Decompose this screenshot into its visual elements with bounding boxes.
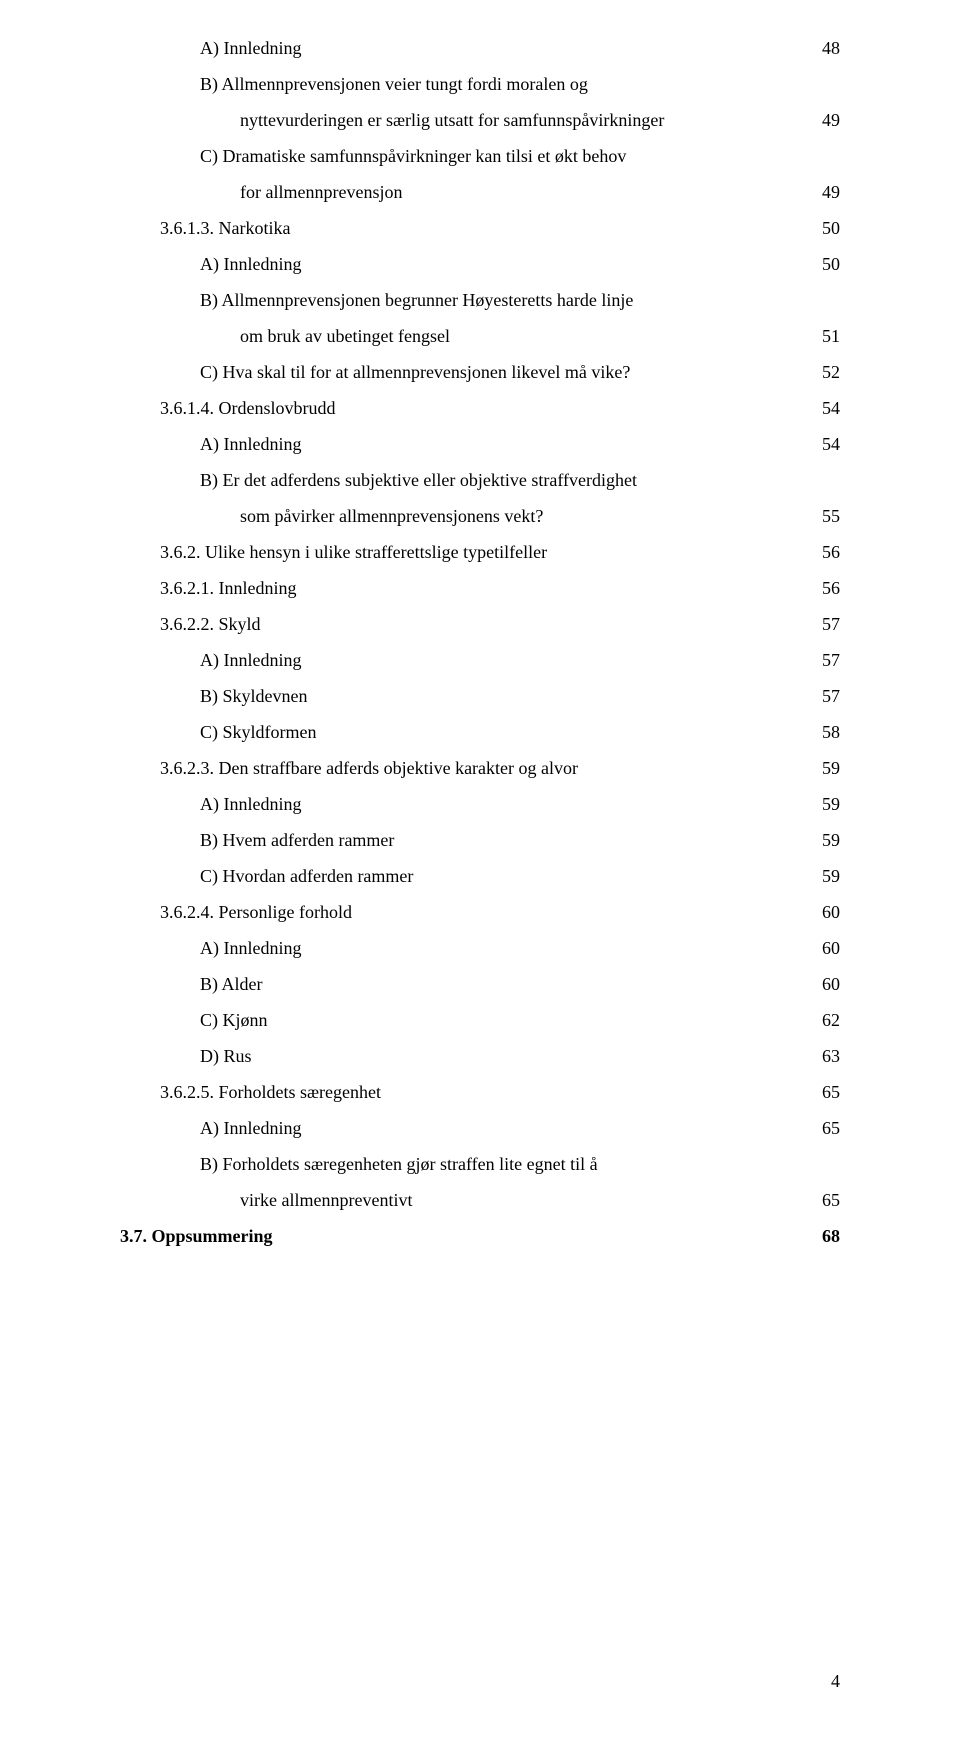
toc-entry: som påvirker allmennprevensjonens vekt? 5…	[120, 498, 840, 534]
toc-label: virke allmennpreventivt	[240, 1182, 412, 1218]
toc-page: 59	[822, 822, 840, 858]
toc-page: 65	[822, 1110, 840, 1146]
toc-label: 3.6.1.3. Narkotika	[160, 210, 290, 246]
toc-page: 56	[822, 570, 840, 606]
toc-entry: for allmennprevensjon 49	[120, 174, 840, 210]
toc-entry: A) Innledning 48	[120, 30, 840, 66]
toc-label: 3.6.2.2. Skyld	[160, 606, 261, 642]
toc-page: 59	[822, 750, 840, 786]
toc-page: 68	[822, 1218, 840, 1254]
toc-page: 50	[822, 246, 840, 282]
toc-label: som påvirker allmennprevensjonens vekt?	[240, 498, 543, 534]
toc-entry: A) Innledning 59	[120, 786, 840, 822]
toc-page: 58	[822, 714, 840, 750]
toc-label: C) Hva skal til for at allmennprevensjon…	[200, 354, 630, 390]
toc-label: C) Dramatiske samfunnspåvirkninger kan t…	[200, 138, 626, 174]
toc-entry: B) Allmennprevensjonen veier tungt fordi…	[120, 66, 840, 102]
toc-label: C) Kjønn	[200, 1002, 268, 1038]
toc-label: 3.6.1.4. Ordenslovbrudd	[160, 390, 335, 426]
toc-label: 3.6.2.4. Personlige forhold	[160, 894, 352, 930]
toc-label: A) Innledning	[200, 30, 301, 66]
toc-entry: B) Alder 60	[120, 966, 840, 1002]
toc-label: om bruk av ubetinget fengsel	[240, 318, 450, 354]
toc-page: 60	[822, 894, 840, 930]
toc-label: C) Hvordan adferden rammer	[200, 858, 413, 894]
toc-page: 62	[822, 1002, 840, 1038]
toc-label: D) Rus	[200, 1038, 252, 1074]
toc-page: 59	[822, 858, 840, 894]
toc-entry: 3.6.2.3. Den straffbare adferds objektiv…	[120, 750, 840, 786]
toc-label: 3.6.2.3. Den straffbare adferds objektiv…	[160, 750, 578, 786]
toc-entry: C) Hva skal til for at allmennprevensjon…	[120, 354, 840, 390]
toc-page: 57	[822, 642, 840, 678]
toc-page: 65	[822, 1182, 840, 1218]
toc-label: B) Skyldevnen	[200, 678, 308, 714]
toc-page: 57	[822, 606, 840, 642]
toc-page: 55	[822, 498, 840, 534]
toc-entry: B) Forholdets særegenheten gjør straffen…	[120, 1146, 840, 1182]
toc-entry: 3.6.2. Ulike hensyn i ulike strafferetts…	[120, 534, 840, 570]
toc-label: nyttevurderingen er særlig utsatt for sa…	[240, 102, 664, 138]
toc-entry: B) Skyldevnen 57	[120, 678, 840, 714]
toc-label: A) Innledning	[200, 642, 301, 678]
toc-label: A) Innledning	[200, 246, 301, 282]
toc-entry: virke allmennpreventivt 65	[120, 1182, 840, 1218]
toc-label: B) Alder	[200, 966, 263, 1002]
toc-page: 49	[822, 102, 840, 138]
toc-label: 3.6.2. Ulike hensyn i ulike strafferetts…	[160, 534, 547, 570]
toc-entry: A) Innledning 65	[120, 1110, 840, 1146]
toc-entry: nyttevurderingen er særlig utsatt for sa…	[120, 102, 840, 138]
toc-label: 3.6.2.1. Innledning	[160, 570, 297, 606]
toc-entry: om bruk av ubetinget fengsel 51	[120, 318, 840, 354]
toc-entry: B) Er det adferdens subjektive eller obj…	[120, 462, 840, 498]
toc-entry: A) Innledning 60	[120, 930, 840, 966]
toc-label: 3.6.2.5. Forholdets særegenhet	[160, 1074, 381, 1110]
toc-entry: C) Kjønn 62	[120, 1002, 840, 1038]
toc-label: 3.7. Oppsummering	[120, 1218, 273, 1254]
toc-label: for allmennprevensjon	[240, 174, 402, 210]
toc-entry: 3.6.2.2. Skyld 57	[120, 606, 840, 642]
toc-label: A) Innledning	[200, 1110, 301, 1146]
toc-page: 63	[822, 1038, 840, 1074]
toc-page: 57	[822, 678, 840, 714]
toc-label: B) Forholdets særegenheten gjør straffen…	[200, 1146, 598, 1182]
toc-page: 51	[822, 318, 840, 354]
toc-entry: C) Skyldformen 58	[120, 714, 840, 750]
toc-entry: 3.6.1.3. Narkotika 50	[120, 210, 840, 246]
toc-label: C) Skyldformen	[200, 714, 317, 750]
toc-label: A) Innledning	[200, 426, 301, 462]
toc-entry: 3.6.2.4. Personlige forhold 60	[120, 894, 840, 930]
toc-page: 50	[822, 210, 840, 246]
toc-entry: 3.6.1.4. Ordenslovbrudd 54	[120, 390, 840, 426]
toc-entry: A) Innledning 57	[120, 642, 840, 678]
toc-entry: 3.6.2.1. Innledning 56	[120, 570, 840, 606]
page-number: 4	[831, 1671, 840, 1692]
table-of-contents: A) Innledning 48 B) Allmennprevensjonen ve…	[120, 30, 840, 1254]
toc-label: B) Allmennprevensjonen veier tungt fordi…	[200, 66, 588, 102]
toc-entry: 3.6.2.5. Forholdets særegenhet 65	[120, 1074, 840, 1110]
toc-entry: 3.7. Oppsummering 68	[120, 1218, 840, 1254]
toc-page: 60	[822, 930, 840, 966]
toc-entry: A) Innledning 54	[120, 426, 840, 462]
toc-page: 54	[822, 390, 840, 426]
toc-entry: D) Rus 63	[120, 1038, 840, 1074]
toc-entry: A) Innledning 50	[120, 246, 840, 282]
toc-page: 56	[822, 534, 840, 570]
toc-label: B) Hvem adferden rammer	[200, 822, 394, 858]
toc-entry: B) Allmennprevensjonen begrunner Høyeste…	[120, 282, 840, 318]
toc-page: 54	[822, 426, 840, 462]
toc-page: 49	[822, 174, 840, 210]
toc-entry: C) Hvordan adferden rammer 59	[120, 858, 840, 894]
toc-label: A) Innledning	[200, 786, 301, 822]
toc-page: 65	[822, 1074, 840, 1110]
toc-page: 60	[822, 966, 840, 1002]
toc-page: 59	[822, 786, 840, 822]
toc-entry: C) Dramatiske samfunnspåvirkninger kan t…	[120, 138, 840, 174]
toc-label: A) Innledning	[200, 930, 301, 966]
toc-page: 52	[822, 354, 840, 390]
toc-label: B) Er det adferdens subjektive eller obj…	[200, 462, 637, 498]
toc-page: 48	[822, 30, 840, 66]
toc-label: B) Allmennprevensjonen begrunner Høyeste…	[200, 282, 633, 318]
toc-entry: B) Hvem adferden rammer 59	[120, 822, 840, 858]
